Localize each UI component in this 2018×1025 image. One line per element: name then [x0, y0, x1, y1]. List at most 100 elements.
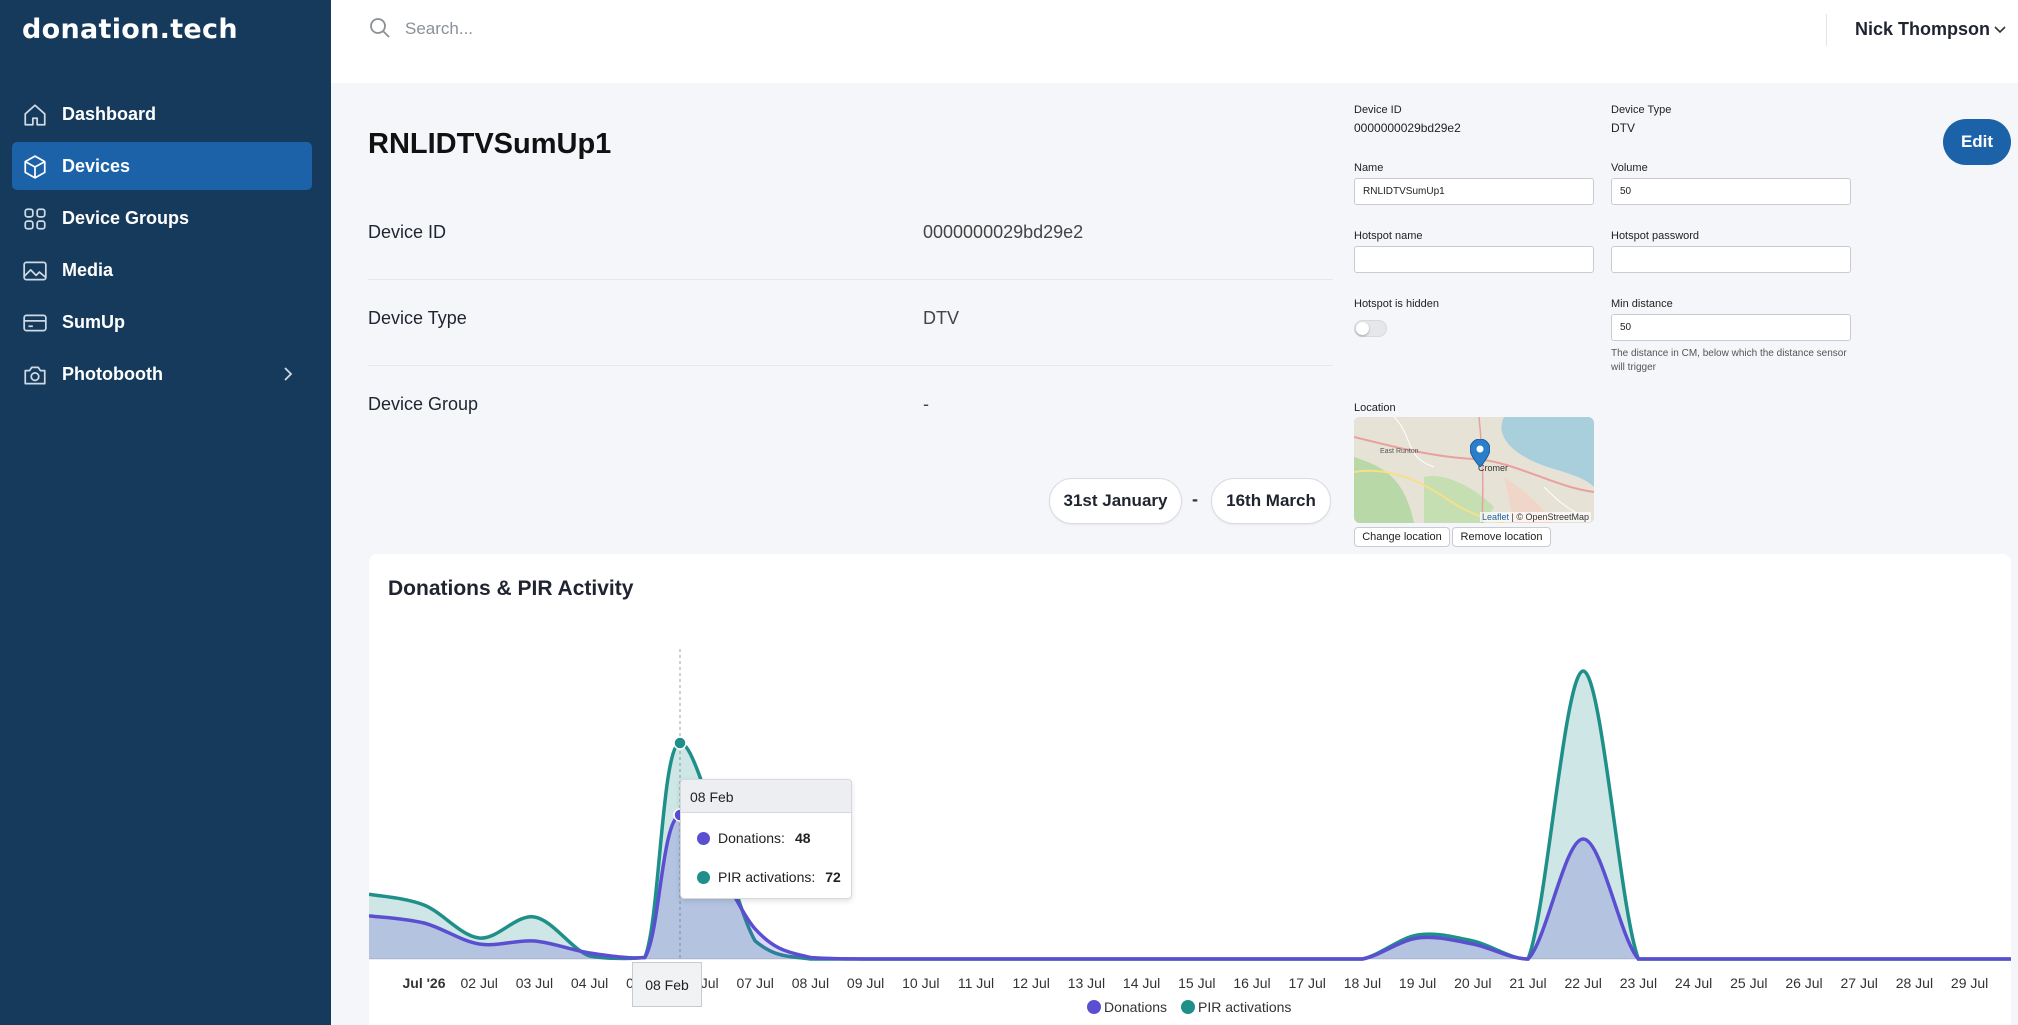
tooltip-row-donations: Donations: 48	[697, 830, 811, 846]
map-attribution: Leaflet | © OpenStreetMap	[1479, 512, 1591, 522]
legend-dot-pir	[1181, 1000, 1196, 1014]
x-tick-label: 26 Jul	[1785, 975, 1822, 991]
chart-tooltip: 08 Feb Donations: 48 PIR activations: 72	[680, 779, 852, 899]
form-value-device-type: DTV	[1611, 121, 1635, 135]
app-logo[interactable]: donation.tech	[22, 14, 238, 45]
detail-value: 0000000029bd29e2	[923, 222, 1084, 242]
hotspot-hidden-toggle[interactable]	[1354, 320, 1387, 337]
change-location-button[interactable]: Change location	[1354, 527, 1450, 547]
min-distance-field[interactable]	[1611, 314, 1851, 341]
series-area-pir	[369, 671, 2011, 959]
series-area-donations	[369, 814, 2011, 959]
detail-label: Device ID	[368, 222, 447, 242]
tooltip-donations-label: Donations:	[718, 830, 785, 846]
pir-dot	[697, 870, 710, 884]
page-title: RNLIDTVSumUp1	[368, 128, 612, 160]
detail-value: DTV	[923, 308, 959, 328]
x-tick-label: Jul '26	[402, 975, 445, 991]
donations-dot	[697, 831, 710, 845]
sidebar-item-device-groups[interactable]: Device Groups	[12, 194, 312, 242]
legend-item-donations[interactable]: Donations	[1104, 999, 1168, 1015]
image-icon	[22, 258, 48, 284]
map-tiles	[1354, 417, 1594, 523]
detail-label: Device Group	[368, 394, 479, 414]
tooltip-date: 08 Feb	[681, 780, 851, 813]
data-point-pir[interactable]	[673, 736, 687, 750]
detail-row-device-id: Device ID 0000000029bd29e2	[368, 194, 1333, 280]
x-tick-label: 15 Jul	[1178, 975, 1215, 991]
x-tick-label: 29 Jul	[1951, 975, 1988, 991]
form-label-volume: Volume	[1611, 162, 1648, 174]
sidebar-item-label: Media	[62, 259, 114, 280]
x-tick-label: 27 Jul	[1841, 975, 1878, 991]
series-line-pir[interactable]	[369, 669, 2011, 961]
x-tick-label: 13 Jul	[1068, 975, 1105, 991]
sidebar-item-photobooth[interactable]: Photobooth	[12, 350, 312, 398]
location-map[interactable]: Cromer East Runton Leaflet | © OpenStree…	[1354, 417, 1594, 523]
map-place-label: Cromer	[1478, 463, 1509, 473]
top-header: Nick Thompson	[331, 0, 2018, 83]
hotspot-password-field[interactable]	[1611, 246, 1851, 273]
chart-legend: Donations PIR activations	[1087, 999, 1291, 1015]
x-tick-label: 22 Jul	[1565, 975, 1602, 991]
tooltip-pir-value: 72	[825, 869, 841, 885]
osm-attribution: | © OpenStreetMap	[1511, 512, 1589, 522]
x-tick-label: 20 Jul	[1454, 975, 1491, 991]
leaflet-link[interactable]: Leaflet	[1481, 512, 1509, 522]
sidebar-nav: Dashboard Devices Device Groups Media Su…	[12, 90, 312, 402]
form-value-device-id: 0000000029bd29e2	[1354, 121, 1461, 135]
sidebar-item-media[interactable]: Media	[12, 246, 312, 294]
x-tick-label: 10 Jul	[902, 975, 939, 991]
form-label-name: Name	[1354, 162, 1384, 174]
x-tick-label: 04 Jul	[571, 975, 608, 991]
home-icon	[22, 102, 48, 128]
form-label-hotspot-hidden: Hotspot is hidden	[1354, 298, 1439, 310]
x-tick-label: 19 Jul	[1399, 975, 1436, 991]
min-distance-help-text: The distance in CM, below which the dist…	[1611, 348, 1847, 373]
start-date-picker[interactable]: 31st January	[1049, 478, 1182, 524]
sidebar-item-devices[interactable]: Devices	[12, 142, 312, 190]
date-range-separator: -	[1192, 489, 1198, 509]
camera-icon	[22, 362, 48, 388]
edit-button[interactable]: Edit	[1943, 119, 2011, 165]
x-tick-label: 25 Jul	[1730, 975, 1767, 991]
series-line-donations[interactable]	[369, 813, 2011, 961]
x-tick-label: 23 Jul	[1620, 975, 1657, 991]
header-divider	[1826, 14, 1827, 46]
map-marker-icon[interactable]	[1469, 438, 1491, 468]
x-tick-label: 24 Jul	[1675, 975, 1712, 991]
sidebar-item-label: Photobooth	[62, 363, 163, 384]
x-tick-label: 11 Jul	[958, 975, 994, 991]
chevron-right-icon[interactable]	[278, 364, 298, 384]
x-tick-label: 18 Jul	[1344, 975, 1381, 991]
chevron-down-icon[interactable]	[1991, 20, 2009, 38]
form-label-device-id: Device ID	[1354, 104, 1402, 116]
form-label-min-distance: Min distance	[1611, 298, 1673, 310]
sidebar-item-dashboard[interactable]: Dashboard	[12, 90, 312, 138]
detail-value: -	[923, 394, 929, 414]
grid-icon	[22, 206, 48, 232]
x-tick-label: 12 Jul	[1013, 975, 1050, 991]
hovered-x-label: 08 Feb	[632, 962, 702, 1007]
x-tick-label: 28 Jul	[1896, 975, 1933, 991]
user-menu-name[interactable]: Nick Thompson	[1855, 19, 1991, 39]
remove-location-button[interactable]: Remove location	[1452, 527, 1551, 547]
name-field[interactable]	[1354, 178, 1594, 205]
hotspot-name-field[interactable]	[1354, 246, 1594, 273]
x-tick-label: 17 Jul	[1289, 975, 1326, 991]
tooltip-pir-label: PIR activations:	[718, 869, 816, 885]
search-input[interactable]	[405, 14, 1005, 44]
card-icon	[22, 310, 48, 336]
x-tick-label: 03 Jul	[516, 975, 553, 991]
cube-icon	[22, 154, 48, 180]
x-tick-label: 07 Jul	[737, 975, 774, 991]
legend-dot-donations	[1087, 1000, 1101, 1014]
sidebar-item-sumup[interactable]: SumUp	[12, 298, 312, 346]
end-date-picker[interactable]: 16th March	[1211, 478, 1331, 524]
volume-field[interactable]	[1611, 178, 1851, 205]
detail-label: Device Type	[368, 308, 467, 328]
x-tick-label: 21 Jul	[1509, 975, 1546, 991]
legend-item-pir[interactable]: PIR activations	[1198, 999, 1292, 1015]
